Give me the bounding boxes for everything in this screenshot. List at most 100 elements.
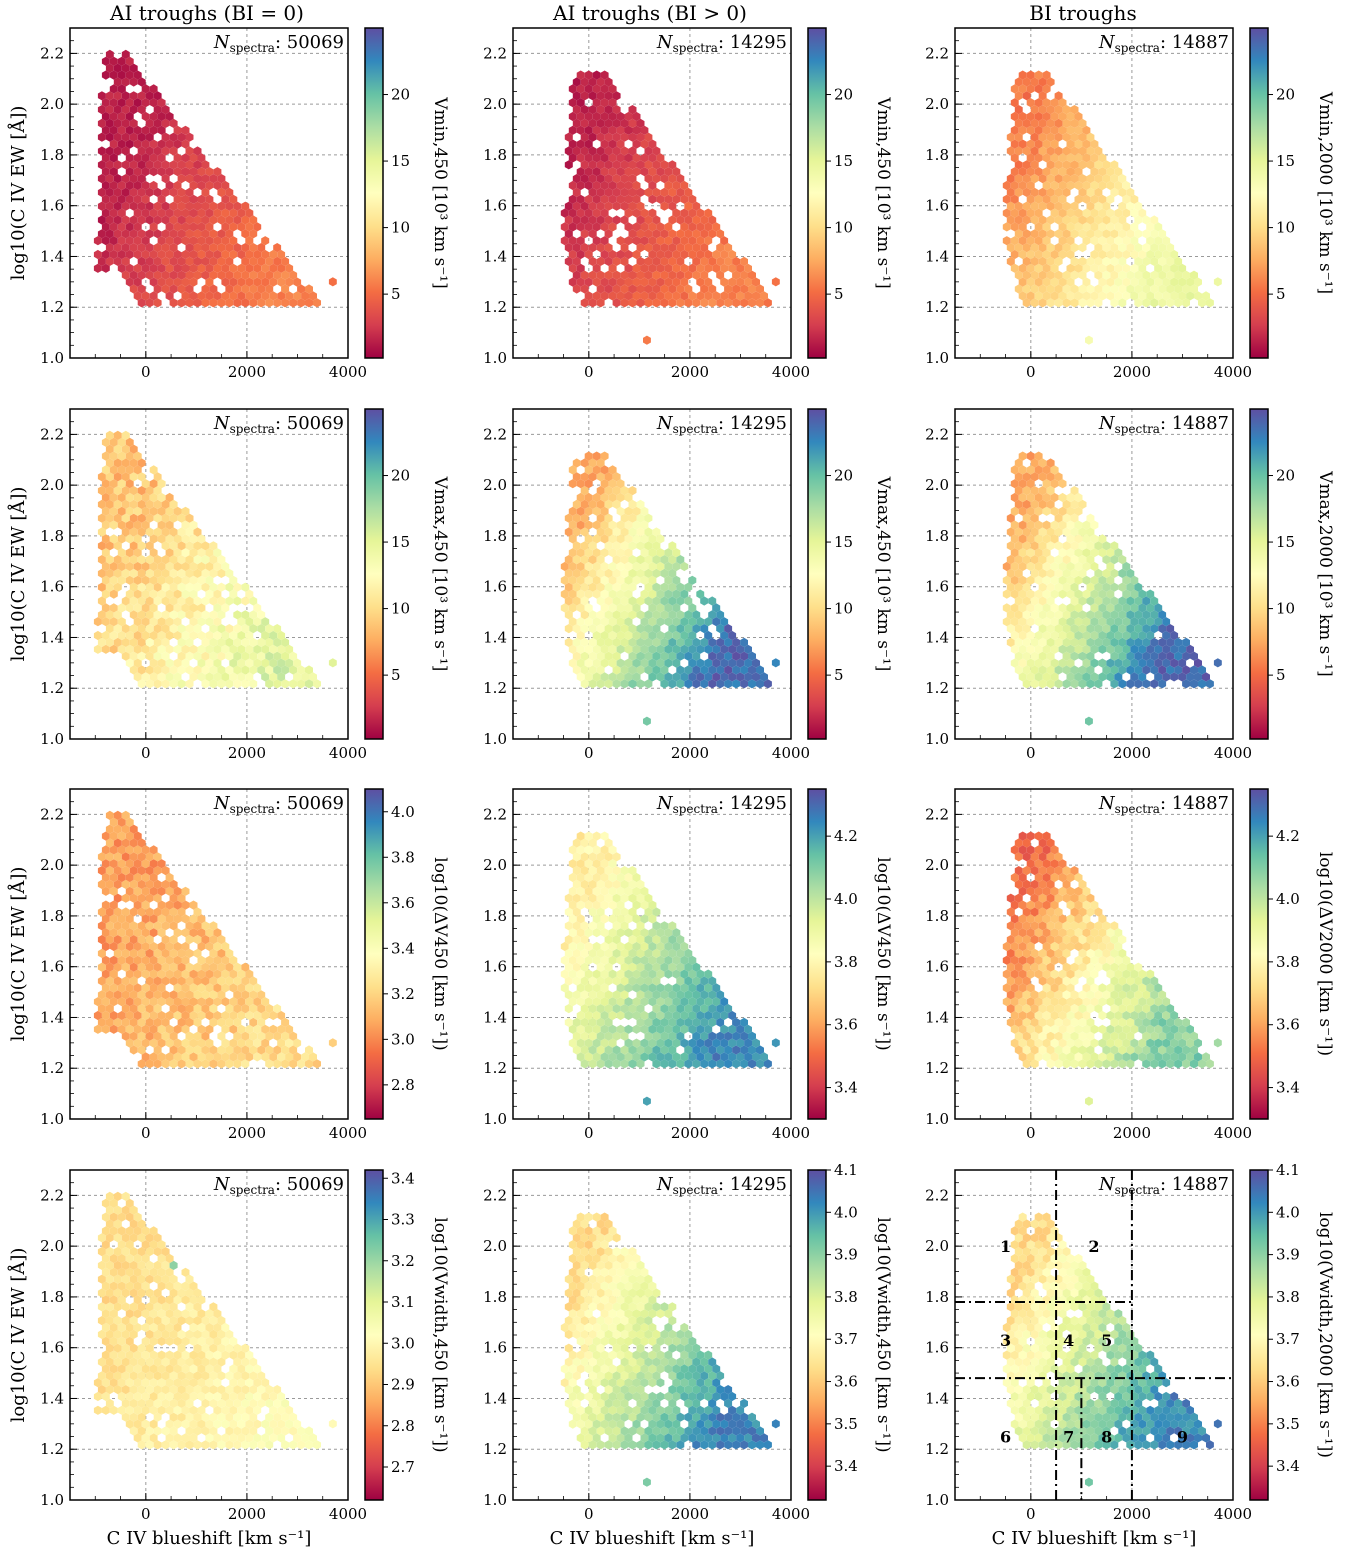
hexbin-cell <box>149 222 158 232</box>
hexbin-cell <box>161 160 170 170</box>
hexbin-cell <box>245 263 254 273</box>
hexbin-cell <box>133 451 142 461</box>
hexbin-cell <box>1130 658 1139 668</box>
hexbin-cell <box>177 679 186 689</box>
hexbin-cell <box>113 174 122 184</box>
hexbin-cell <box>576 520 585 530</box>
hexbin-cell <box>217 256 226 266</box>
hexbin-cell <box>628 229 637 239</box>
hexbin-cell <box>644 270 653 280</box>
hexbin-cell <box>640 644 649 654</box>
hexbin-cell <box>125 548 134 558</box>
hexbin-cell <box>576 194 585 204</box>
hexbin-cell <box>568 277 577 287</box>
hexbin-cell <box>584 125 593 135</box>
hexbin-cell <box>592 70 601 80</box>
hexbin-cell <box>101 575 110 585</box>
hexbin-cell <box>129 486 138 496</box>
hexbin-cell <box>612 568 621 578</box>
hexbin-cell <box>109 589 118 599</box>
hexbin-cell <box>1026 589 1035 599</box>
hexbin-cell <box>1130 222 1139 232</box>
hexbin-cell <box>233 243 242 253</box>
hexbin-cell <box>1182 270 1190 280</box>
hexbin-cell <box>261 277 270 287</box>
hexbin-cell <box>261 291 270 301</box>
hexbin-cell <box>624 249 633 260</box>
hexbin-cell <box>221 291 230 301</box>
hexbin-cell <box>145 486 154 496</box>
hexbin-cell <box>720 672 729 682</box>
hexbin-cell <box>105 215 114 225</box>
hexbin-cell <box>1118 243 1127 253</box>
hexbin-cell <box>113 132 122 142</box>
hexbin-cell <box>580 201 589 211</box>
y-tick-label: 1.0 <box>40 349 64 367</box>
hexbin-cell <box>592 465 601 475</box>
hexbin-cell <box>576 98 585 108</box>
hexbin-cell <box>652 298 661 308</box>
hexbin-cell <box>628 187 637 197</box>
hexbin-cell <box>628 555 637 565</box>
hexbin-cell <box>1110 637 1119 647</box>
hexbin-cell <box>1018 603 1027 613</box>
hexbin-cell <box>616 236 625 246</box>
hexbin-cell <box>1002 236 1011 246</box>
hexbin-cell <box>620 527 629 537</box>
hexbin-cell <box>153 118 162 128</box>
hexbin-cell <box>688 575 697 585</box>
hexbin-cell <box>1042 180 1051 191</box>
hexbin-cell <box>680 194 689 204</box>
hexbin-cell <box>1026 236 1035 246</box>
hexbin-cell <box>1006 568 1015 578</box>
hexbin-cell <box>588 201 597 211</box>
hexbin-cell <box>197 630 206 641</box>
hexbin-cell <box>564 527 573 537</box>
hexbin-cell <box>97 541 106 551</box>
hexbin-cell <box>1066 139 1075 149</box>
hexbin-cell <box>1006 215 1015 225</box>
hexbin-cell <box>1074 222 1083 232</box>
hexbin-cell <box>1186 672 1194 682</box>
hexbin-cell <box>97 174 106 184</box>
y-tick-label: 1.2 <box>925 298 949 316</box>
hexbin-cell <box>1094 541 1103 551</box>
hexbin-cell <box>604 499 613 509</box>
hexbin-cell <box>165 180 174 191</box>
hexbin-cell <box>1114 291 1123 301</box>
hexbin-cell <box>257 256 266 266</box>
hexbin-cell <box>217 637 226 647</box>
hexbin-cell <box>1038 499 1047 509</box>
hexbin-cell <box>568 465 577 475</box>
hexbin-cell <box>1110 256 1119 266</box>
hexbin-cell <box>1022 610 1031 620</box>
hexbin-cell <box>1098 658 1107 668</box>
hexbin-cell <box>101 465 110 475</box>
hexbin-cell <box>125 658 134 668</box>
hexbin-cell <box>157 111 166 122</box>
y-tick-label: 2.0 <box>40 95 64 113</box>
hexbin-cell <box>173 589 182 599</box>
hexbin-cell <box>1102 637 1111 647</box>
y-tick-label: 2.2 <box>925 425 949 443</box>
hexbin-cell <box>624 125 633 135</box>
hexbin-cell <box>273 665 282 675</box>
hexbin-cell <box>153 596 162 606</box>
hexbin-cell <box>1026 125 1035 135</box>
hexbin-cell <box>608 630 617 641</box>
hexbin-cell <box>1026 506 1035 516</box>
x-tick-label: 0 <box>1026 363 1036 381</box>
hexbin-cell <box>1034 222 1043 232</box>
hexbin-cell <box>121 596 130 606</box>
hexbin-cell <box>185 679 194 689</box>
hexbin-cell <box>1038 679 1047 689</box>
hexbin-cell <box>1050 249 1059 260</box>
hexbin-cell <box>1010 561 1019 572</box>
hexbin-cell <box>588 243 597 253</box>
hexbin-cell <box>584 672 593 682</box>
hexbin-cell <box>1094 582 1103 592</box>
hexbin-cell <box>257 298 266 308</box>
hexbin-cell <box>177 541 186 551</box>
hexbin-cell <box>1034 520 1043 530</box>
hexbin-cell <box>221 630 230 641</box>
